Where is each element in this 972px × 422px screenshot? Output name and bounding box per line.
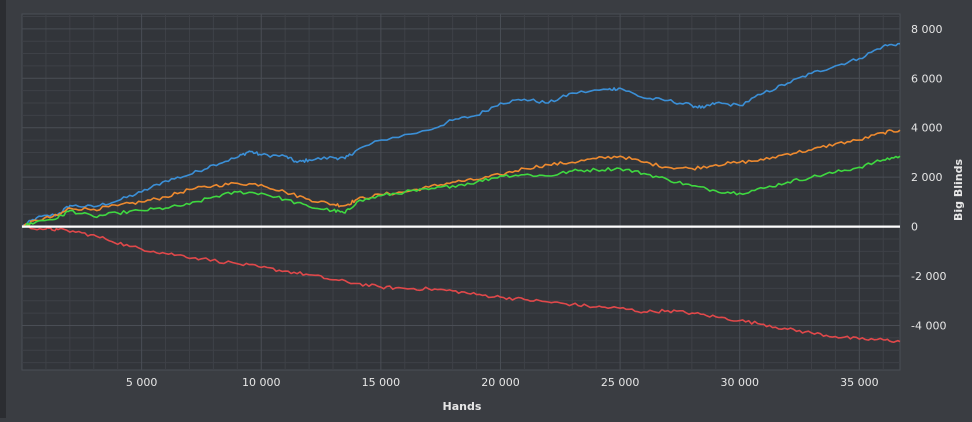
x-tick-label: 20 000 [481, 376, 520, 389]
series-layer [21, 42, 901, 343]
x-tick-label: 10 000 [242, 376, 281, 389]
y-tick-label: -4 000 [911, 320, 946, 333]
x-axis-label: Hands [443, 400, 482, 413]
y-tick-label: 6 000 [911, 72, 943, 85]
y-axis-label: Big Blinds [952, 159, 965, 221]
x-tick-label: 5 000 [126, 376, 158, 389]
x-tick-label: 35 000 [840, 376, 879, 389]
series-line-2 [21, 155, 901, 228]
y-tick-label: 8 000 [911, 23, 943, 36]
window-left-edge [0, 0, 6, 418]
y-tick-label: 4 000 [911, 122, 943, 135]
series-line-3 [21, 225, 901, 343]
series-line-0 [21, 42, 900, 228]
x-tick-label: 25 000 [601, 376, 640, 389]
y-tick-labels: -4 000 -2 000 0 2 000 4 000 6 000 8 000 [911, 23, 946, 333]
x-tick-labels: 5 000 10 000 15 000 20 000 25 000 30 000 35 00… [126, 376, 879, 389]
x-tick-label: 15 000 [362, 376, 401, 389]
y-tick-label: 2 000 [911, 171, 943, 184]
y-tick-label: -2 000 [911, 270, 946, 283]
y-tick-label: 0 [911, 221, 918, 234]
series-line-1 [21, 129, 901, 228]
plot-area [21, 13, 901, 371]
x-tick-label: 30 000 [720, 376, 759, 389]
